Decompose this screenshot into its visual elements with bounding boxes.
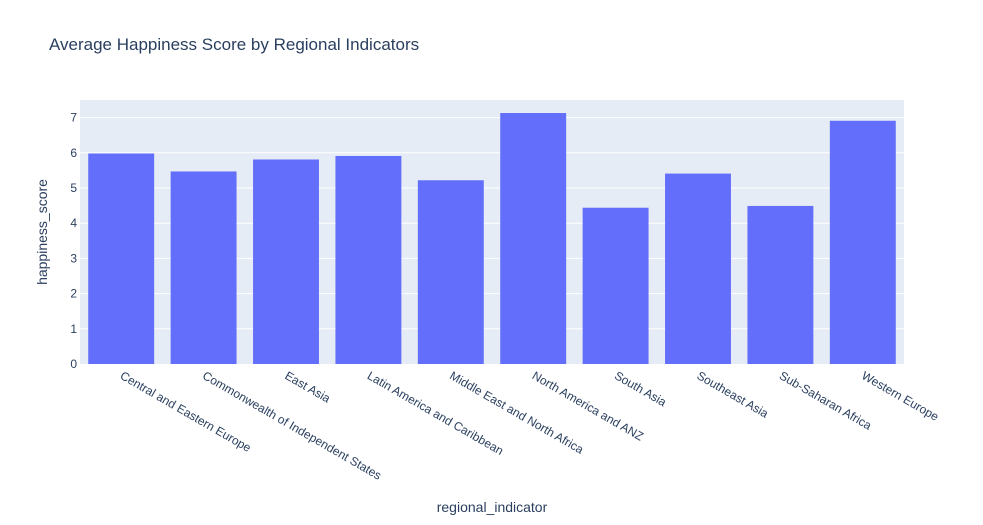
x-tick-label: Middle East and North Africa [447, 368, 586, 456]
x-axis-title: regional_indicator [437, 499, 548, 515]
y-axis-title: happiness_score [34, 179, 50, 285]
x-tick-label: East Asia [283, 368, 334, 405]
x-tick-label: South Asia [612, 368, 669, 409]
y-tick-label: 7 [70, 111, 77, 125]
bar[interactable] [417, 180, 484, 364]
x-tick-label: Southeast Asia [695, 368, 772, 420]
bar[interactable] [335, 155, 402, 364]
bar[interactable] [253, 159, 319, 364]
y-tick-label: 1 [70, 322, 77, 336]
bar[interactable] [829, 120, 896, 364]
y-tick-label: 5 [70, 181, 77, 195]
bar[interactable] [170, 171, 237, 364]
x-tick-label: Central and Eastern Europe [118, 368, 254, 455]
y-tick-label: 0 [70, 357, 77, 371]
bar[interactable] [582, 207, 649, 364]
chart-title: Average Happiness Score by Regional Indi… [49, 35, 419, 54]
bar[interactable] [500, 113, 567, 364]
x-tick-label: Latin America and Caribbean [365, 368, 506, 458]
x-tick-label: Western Europe [859, 368, 941, 424]
y-tick-label: 3 [70, 251, 77, 265]
y-tick-label: 6 [70, 146, 77, 160]
bar[interactable] [665, 173, 731, 364]
y-tick-label: 4 [70, 216, 77, 230]
bar[interactable] [88, 153, 155, 364]
bars [88, 113, 896, 364]
y-axis-ticks: 0 1 2 3 4 5 6 7 [70, 111, 77, 371]
bar[interactable] [747, 205, 814, 364]
y-tick-label: 2 [70, 287, 77, 301]
